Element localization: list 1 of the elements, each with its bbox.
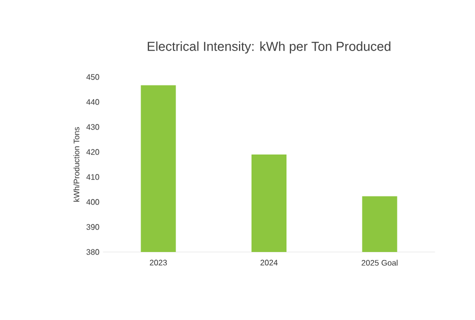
- chart-title: Electrical Intensity: kWh per Ton Produced: [148, 41, 390, 54]
